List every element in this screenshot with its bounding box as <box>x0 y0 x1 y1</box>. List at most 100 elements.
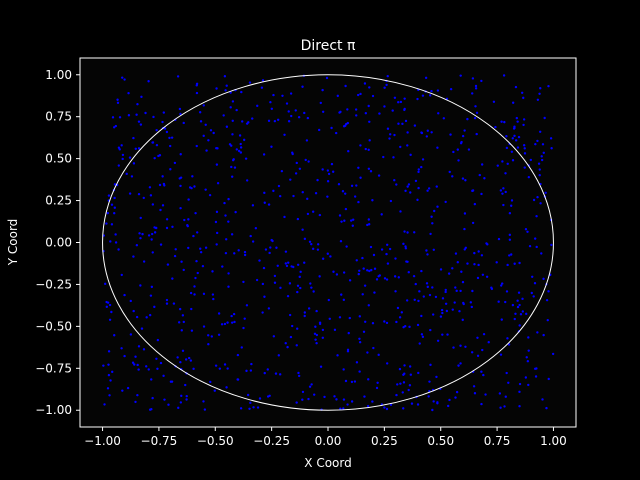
data-point <box>342 298 346 302</box>
data-point <box>473 116 477 120</box>
data-point <box>389 403 393 407</box>
data-point <box>500 120 503 123</box>
data-point <box>240 346 243 349</box>
data-point <box>357 200 360 204</box>
data-point <box>382 155 385 159</box>
data-point <box>476 354 480 358</box>
data-point <box>214 364 218 367</box>
data-point <box>506 337 509 340</box>
data-point <box>128 192 132 195</box>
data-point <box>181 314 185 317</box>
data-point <box>538 174 541 177</box>
data-point <box>136 393 139 397</box>
data-point <box>301 390 305 394</box>
data-point <box>399 100 403 104</box>
data-point <box>225 386 228 389</box>
data-point <box>404 189 407 193</box>
data-point <box>538 92 541 96</box>
data-point <box>417 371 420 375</box>
data-point <box>290 114 293 118</box>
data-point <box>484 393 487 396</box>
data-point <box>116 101 120 105</box>
data-point <box>274 372 278 375</box>
data-point <box>183 218 186 222</box>
data-point <box>261 79 265 82</box>
data-point <box>295 401 298 404</box>
data-point <box>427 395 430 398</box>
data-point <box>420 314 423 318</box>
data-point <box>480 402 483 406</box>
data-point <box>510 199 514 202</box>
data-point <box>440 308 444 312</box>
data-point <box>280 169 284 173</box>
data-point <box>417 170 420 174</box>
data-point <box>180 394 183 398</box>
data-point <box>134 400 137 404</box>
data-point <box>327 172 331 176</box>
data-point <box>435 185 438 188</box>
data-point <box>375 386 379 390</box>
data-point <box>444 290 447 294</box>
data-point <box>245 122 249 125</box>
data-point <box>296 327 299 330</box>
data-point <box>194 211 197 215</box>
data-point <box>402 407 405 410</box>
data-point <box>296 284 300 287</box>
data-point <box>331 170 335 173</box>
data-point <box>501 282 504 285</box>
data-point <box>539 87 542 90</box>
data-point <box>520 91 524 94</box>
data-point <box>317 128 321 132</box>
data-point <box>431 222 434 225</box>
data-point <box>180 329 183 332</box>
data-point <box>394 290 397 293</box>
data-point <box>460 270 463 273</box>
data-point <box>199 247 202 250</box>
data-point <box>547 84 550 88</box>
data-point <box>161 175 164 178</box>
data-point <box>405 260 408 263</box>
data-point <box>482 373 485 377</box>
data-point <box>463 129 466 132</box>
data-point <box>408 325 411 329</box>
data-point <box>319 365 323 368</box>
data-point <box>403 97 406 100</box>
data-point <box>446 404 450 408</box>
data-point <box>147 234 151 237</box>
data-point <box>439 268 443 271</box>
data-point <box>356 93 360 97</box>
x-tick-label: −1.00 <box>84 434 121 448</box>
data-point <box>113 334 116 337</box>
data-point <box>535 245 538 249</box>
data-point <box>114 124 118 128</box>
data-point <box>395 393 398 397</box>
data-point <box>179 401 183 404</box>
data-point <box>287 261 290 264</box>
data-point <box>159 361 163 365</box>
data-point <box>383 86 386 89</box>
data-point <box>145 365 148 368</box>
data-point <box>483 177 486 180</box>
data-point <box>417 168 420 171</box>
data-point <box>505 371 508 375</box>
data-point <box>132 255 135 258</box>
data-point <box>283 133 286 136</box>
data-point <box>304 158 307 162</box>
data-point <box>361 256 364 260</box>
data-point <box>107 194 111 197</box>
data-point <box>459 289 462 293</box>
data-point <box>130 175 134 178</box>
data-point <box>522 118 526 121</box>
data-point <box>252 406 255 409</box>
data-point <box>406 131 409 134</box>
data-point <box>353 380 357 383</box>
data-point <box>272 93 275 97</box>
data-point <box>137 368 140 371</box>
data-point <box>532 295 535 298</box>
data-point <box>311 247 315 251</box>
data-point <box>165 298 169 302</box>
data-point <box>389 199 393 203</box>
data-point <box>531 275 534 278</box>
data-point <box>310 383 313 386</box>
data-point <box>108 318 112 321</box>
